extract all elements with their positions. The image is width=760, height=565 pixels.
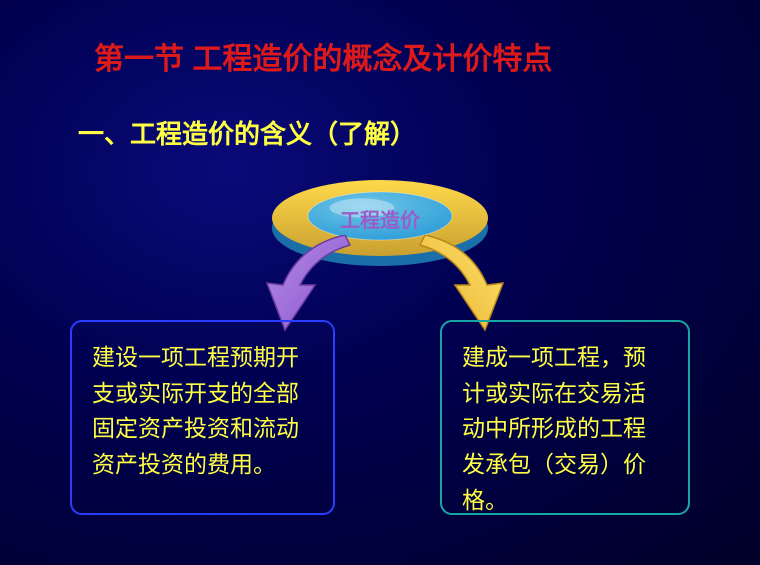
sub-title: 一、工程造价的含义（了解） bbox=[78, 114, 416, 151]
definition-box-left: 建设一项工程预期开支或实际开支的全部固定资产投资和流动资产投资的费用。 bbox=[70, 320, 335, 515]
main-title: 第一节 工程造价的概念及计价特点 bbox=[94, 34, 552, 78]
disc-label: 工程造价 bbox=[262, 204, 498, 233]
definition-box-right: 建成一项工程，预计或实际在交易活动中所形成的工程发承包（交易）价格。 bbox=[440, 320, 690, 515]
definition-text-right: 建成一项工程，预计或实际在交易活动中所形成的工程发承包（交易）价格。 bbox=[462, 344, 646, 513]
definition-text-left: 建设一项工程预期开支或实际开支的全部固定资产投资和流动资产投资的费用。 bbox=[92, 344, 299, 477]
